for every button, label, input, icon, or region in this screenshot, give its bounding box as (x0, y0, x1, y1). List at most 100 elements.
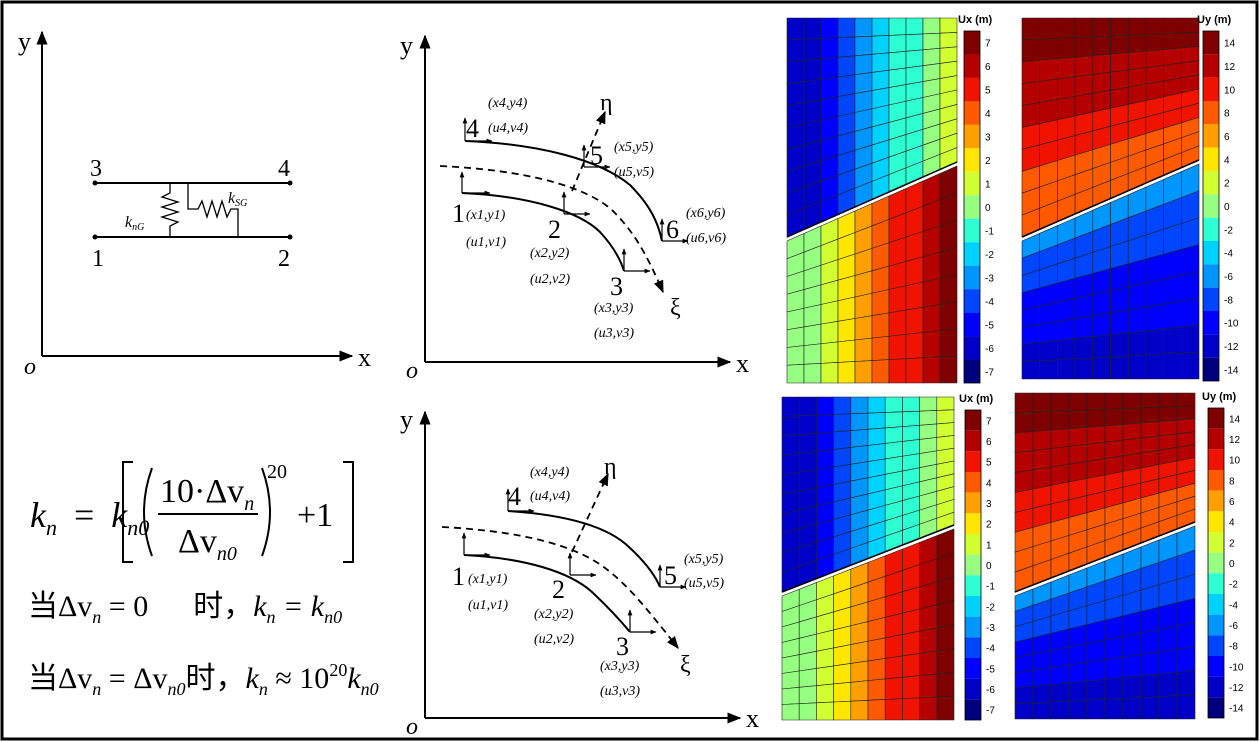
mesh-cell (803, 17, 822, 40)
mesh-cell (854, 17, 873, 38)
mesh-cell (939, 274, 958, 305)
mesh-cell (1127, 50, 1147, 71)
mesh-cell (850, 640, 869, 664)
mesh-cell (1110, 69, 1129, 91)
mesh-cell (1068, 662, 1088, 684)
colorbar-tick: 2 (1224, 179, 1230, 190)
mesh-cell (1057, 17, 1076, 39)
mesh-cell (936, 695, 955, 721)
mesh-cell (1122, 675, 1142, 699)
colorbar-tick: 5 (986, 458, 992, 469)
disp-node-5: (u5,v5) (684, 576, 724, 591)
coord-node-4: (x4,y4) (488, 96, 528, 111)
mesh-cell (1181, 298, 1200, 328)
mesh-cell (1158, 695, 1178, 720)
mesh-cell (1140, 651, 1160, 677)
mesh-cell (850, 396, 869, 415)
mesh-cell (884, 676, 903, 700)
colorbar-swatch (1203, 54, 1219, 78)
mesh-cell (871, 289, 890, 317)
mesh-cell (1014, 653, 1034, 674)
mesh-cell (850, 428, 869, 448)
colorbar-tick: 14 (1229, 414, 1241, 425)
origin-label: o (406, 358, 418, 384)
colorbar-swatch (1208, 573, 1224, 594)
mesh-cell (1068, 443, 1088, 465)
mesh-cell (1145, 328, 1164, 356)
mesh-cell (1050, 646, 1070, 668)
colorbar-swatch (1203, 101, 1219, 125)
mesh-cell (867, 396, 886, 414)
mesh-cell (1086, 659, 1106, 682)
colorbar-tick: -3 (986, 623, 995, 634)
mesh-cell (816, 701, 834, 721)
mesh-cell (1014, 669, 1034, 689)
mesh-cell (922, 356, 941, 384)
fault-line (786, 161, 958, 238)
colorbar-swatch (1208, 470, 1224, 491)
mesh-cell (1163, 223, 1182, 255)
mesh-cell (936, 396, 955, 411)
mesh-cell (922, 304, 941, 333)
mesh-cell (1032, 411, 1052, 432)
coord-node-5: (x5,y5) (614, 140, 654, 155)
mesh-cell (1140, 392, 1160, 409)
mesh-cell (1122, 392, 1142, 410)
colorbar-swatch (1208, 552, 1224, 574)
mesh-cell (1039, 301, 1058, 325)
mesh-cell (1104, 615, 1124, 641)
colorbar-tick: -12 (1224, 342, 1239, 353)
mesh-cell (816, 449, 834, 470)
mesh-cell (1021, 38, 1040, 63)
mesh-cell (1163, 32, 1182, 50)
mesh-cell (1014, 686, 1034, 704)
mesh-cell (837, 55, 856, 78)
colorbar-tick: -7 (986, 706, 995, 717)
mesh-cell (1145, 353, 1164, 380)
mesh-cell (1086, 409, 1106, 428)
mesh-cell (888, 17, 907, 36)
mesh-cell (905, 33, 924, 52)
node-label-3: 3 (616, 632, 629, 661)
mesh-cell (867, 443, 886, 462)
mesh-cell (871, 265, 890, 294)
fraction-numerator: 10·Δvn (160, 473, 254, 515)
mesh-cell (1068, 426, 1088, 447)
fraction-denominator: Δvn0 (178, 523, 237, 565)
mesh-cell (1158, 406, 1178, 422)
colorbar-tick: 4 (985, 109, 991, 120)
colorbar-swatch (964, 265, 980, 290)
coord-node-1: (x1,y1) (468, 572, 508, 587)
colorbar-swatch (1208, 594, 1224, 615)
mesh-cell (854, 53, 873, 76)
node-label-4: 4 (466, 114, 479, 143)
colorbar-tick: -3 (985, 273, 994, 284)
mesh-cell (1050, 446, 1070, 468)
mesh-cell (820, 362, 839, 384)
mesh-cell (884, 634, 903, 659)
node-label-4: 4 (508, 482, 521, 511)
mesh-cell (1092, 71, 1111, 94)
mesh-cell (1110, 309, 1129, 336)
node-label-2: 2 (548, 215, 561, 244)
colorbar-tick: 3 (986, 499, 992, 510)
disp-node-4: (u4,v4) (530, 489, 570, 504)
mesh-cell (1086, 392, 1106, 411)
colorbar-swatch (1208, 697, 1224, 718)
colorbar: 7 6 5 4 3 2 1 0 -1 -2 -3 -4 -5 -6 -7 Ux (m) (958, 14, 994, 384)
mesh-cell (1021, 305, 1040, 328)
mesh-cell (820, 37, 839, 60)
mesh-cell (1127, 282, 1147, 311)
condition-1: 当Δvn = 0 时，kn = kn0 (28, 590, 342, 627)
mesh-cell (1092, 268, 1111, 295)
mesh-cell (919, 627, 938, 654)
mesh-cell (922, 330, 941, 359)
colorbar-swatch (1203, 287, 1219, 311)
mesh-cell (820, 56, 839, 80)
mesh-cell (939, 246, 958, 279)
mesh-cell (1039, 58, 1058, 82)
coord-node-3: (x3,y3) (594, 301, 634, 316)
colorbar-tick: -4 (985, 297, 994, 308)
mesh-cell (1074, 357, 1094, 380)
